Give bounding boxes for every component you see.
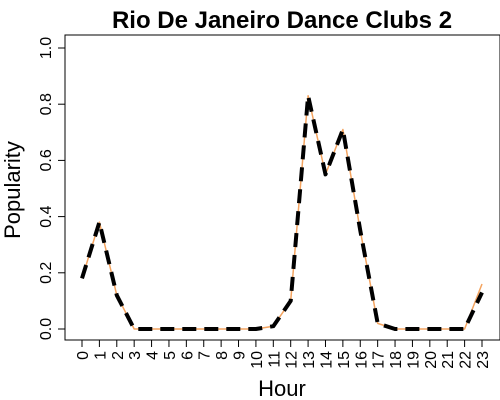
x-tick-label: 9 [232,351,249,360]
x-tick-label: 13 [301,351,318,369]
x-tick-label: 5 [162,351,179,360]
x-tick-label: 12 [284,351,301,369]
x-tick-label: 15 [336,351,353,369]
x-tick-label: 20 [423,351,440,369]
x-tick-label: 4 [145,351,162,360]
y-tick-label: 1.0 [38,37,55,59]
y-axis-label: Popularity [0,141,25,239]
x-tick-label: 21 [440,351,457,369]
x-tick-label: 0 [75,351,92,360]
x-tick-label: 7 [197,351,214,360]
x-tick-label: 22 [458,351,475,369]
x-tick-label: 6 [179,351,196,360]
x-axis: 0 1 2 3 4 5 6 7 8 9 10 11 12 13 14 15 16 17 18 19 20 21 22 23 [75,339,492,369]
x-tick-label: 3 [127,351,144,360]
x-axis-label: Hour [258,376,306,400]
x-tick-label: 17 [371,351,388,369]
x-tick-label: 23 [475,351,492,369]
x-tick-label: 19 [405,351,422,369]
x-tick-label: 2 [110,351,127,360]
y-axis: 0.0 0.2 0.4 0.6 0.8 1.0 [38,37,66,340]
x-tick-label: 18 [388,351,405,369]
series-line-dashed [80,93,484,331]
y-tick-label: 0.4 [38,205,55,227]
x-tick-label: 10 [249,351,266,369]
series-layer [80,93,484,331]
x-tick-label: 8 [214,351,231,360]
y-tick-label: 0.0 [38,318,55,340]
x-tick-label: 14 [318,351,335,369]
series-line-solid [81,95,483,330]
x-tick-label: 11 [266,351,283,368]
x-tick-label: 1 [92,351,109,360]
y-tick-label: 0.8 [38,93,55,115]
chart-title: Rio De Janeiro Dance Clubs 2 [112,7,452,34]
y-tick-label: 0.6 [38,149,55,171]
x-tick-label: 16 [353,351,370,369]
plot-area-border [64,34,500,341]
y-tick-label: 0.2 [38,262,55,284]
